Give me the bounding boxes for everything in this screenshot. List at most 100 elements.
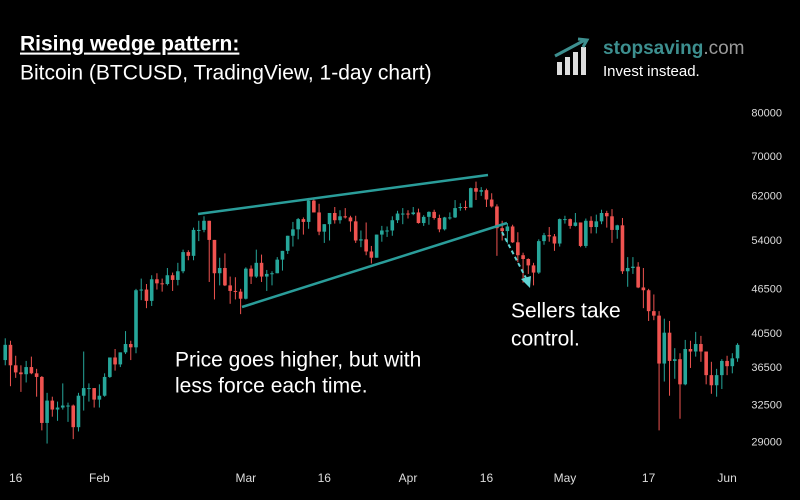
candle-body — [432, 211, 436, 218]
candle-body — [531, 265, 536, 273]
candle-body — [631, 266, 635, 268]
x-tick-label: Mar — [236, 471, 257, 485]
candle-body — [699, 344, 703, 352]
candle-body — [604, 212, 609, 217]
candle-body — [181, 252, 185, 272]
candle-body — [688, 348, 693, 352]
x-tick-label: Jun — [717, 471, 736, 485]
chart-title: Rising wedge pattern: — [20, 33, 239, 56]
candle-body — [270, 273, 274, 275]
wedge-lower-line — [241, 221, 508, 309]
candle-body — [442, 217, 447, 230]
candle-body — [448, 217, 452, 219]
candle-body — [149, 279, 154, 301]
candle-body — [735, 344, 740, 359]
candle-body — [259, 262, 264, 277]
candle-body — [625, 267, 630, 272]
x-tick-label: 16 — [9, 471, 23, 485]
candle-body — [510, 226, 515, 243]
candle-body — [693, 344, 698, 352]
candle-body — [704, 351, 708, 376]
candle-body — [306, 200, 311, 222]
plot-area — [3, 181, 740, 444]
candle-body — [76, 395, 81, 428]
candle-body — [374, 234, 379, 258]
candle-body — [453, 208, 457, 218]
x-tick-label: 16 — [480, 471, 494, 485]
candle-body — [186, 252, 191, 256]
candle-body — [463, 206, 468, 208]
candle-body — [547, 235, 552, 237]
candle-body — [641, 287, 646, 291]
candle-body — [327, 212, 332, 225]
candle-body — [495, 206, 499, 229]
x-tick-label: 17 — [642, 471, 656, 485]
candle-body — [573, 222, 578, 226]
y-tick-label: 29000 — [751, 436, 782, 448]
chart-subtitle: Bitcoin (BTCUSD, TradingView, 1-day char… — [20, 62, 432, 85]
candle-body — [139, 289, 144, 291]
candle-body — [233, 290, 238, 292]
candle-body — [108, 357, 112, 377]
candle-body — [552, 236, 557, 244]
x-tick-label: Feb — [89, 471, 110, 485]
candle-body — [196, 229, 201, 231]
y-tick-label: 46500 — [751, 283, 782, 295]
candle-body — [338, 216, 342, 221]
candle-body — [160, 283, 164, 285]
candle-body — [427, 211, 431, 217]
candle-body — [13, 365, 18, 373]
candle-body — [176, 271, 180, 280]
candle-body — [238, 291, 243, 299]
candle-body — [312, 200, 316, 213]
candle-body — [128, 344, 133, 348]
candle-body — [249, 268, 253, 277]
candle-body — [615, 225, 620, 230]
candle-body — [662, 332, 667, 364]
candle-body — [411, 212, 416, 215]
candle-body — [118, 352, 123, 365]
candle-body — [134, 290, 138, 348]
candle-body — [332, 212, 337, 221]
candle-body — [3, 344, 8, 361]
annotation: control. — [511, 328, 580, 351]
candle-body — [165, 275, 170, 285]
candle-body — [291, 229, 295, 236]
candle-body — [536, 241, 541, 273]
logo-arrow — [554, 37, 590, 58]
candle-body — [170, 275, 175, 280]
candle-body — [672, 359, 677, 361]
candle-body — [406, 213, 410, 215]
candle-body — [652, 311, 656, 316]
candle-body — [500, 228, 504, 232]
candle-body — [92, 388, 96, 400]
candle-body — [730, 358, 735, 367]
annotation: less force each time. — [175, 375, 368, 398]
y-tick-label: 40500 — [751, 328, 782, 340]
candle-body — [610, 216, 614, 230]
candle-body — [202, 220, 206, 230]
candle-body — [714, 375, 719, 386]
arrow-line — [501, 231, 528, 281]
candle-body — [474, 188, 478, 192]
candle-body — [207, 220, 212, 240]
candle-body — [144, 289, 149, 301]
logo-tagline: Invest instead. — [603, 63, 700, 80]
candle-body — [254, 262, 259, 277]
candle-body — [584, 220, 588, 246]
candle-body — [55, 407, 60, 410]
y-tick-label: 54000 — [751, 235, 782, 247]
candle-body — [348, 217, 353, 222]
candle-body — [380, 230, 384, 235]
logo-suffix: .com — [703, 38, 744, 59]
candle-body — [280, 250, 285, 260]
candle-body — [479, 190, 484, 192]
logo-brand: stopsaving — [603, 38, 703, 59]
candle-body — [557, 219, 562, 244]
candle-body — [24, 367, 28, 375]
logo-bar — [557, 62, 562, 75]
candle-body — [589, 220, 593, 228]
candle-body — [359, 239, 363, 241]
candle-body — [489, 199, 494, 207]
